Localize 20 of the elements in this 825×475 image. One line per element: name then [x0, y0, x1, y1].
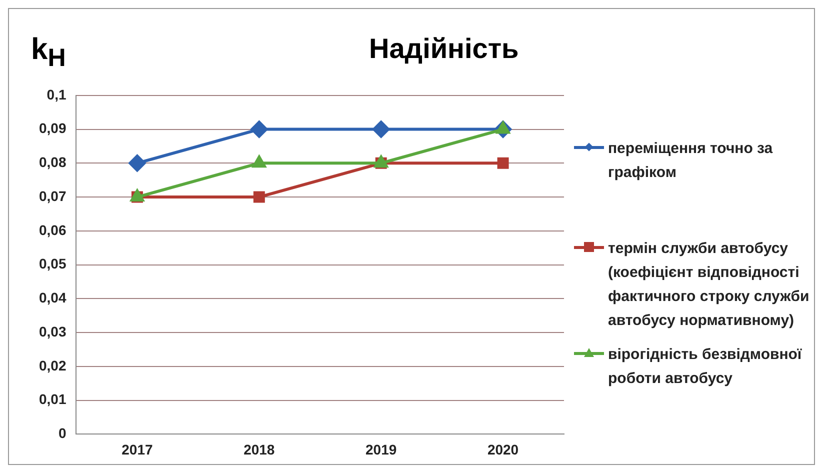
- y-tick-label: 0,01: [39, 391, 66, 408]
- x-tick-label: 2019: [366, 441, 397, 458]
- y-tick-label: 0,02: [39, 357, 66, 374]
- y-axis-title: k$_{Н}$: [31, 33, 66, 73]
- legend-label: термін служби автобусу (коефіцієнт відповідності фактичного строку служби автобусу нормативному): [608, 239, 810, 331]
- legend-label: вірогідність безвідмовної роботи автобусу: [608, 345, 803, 389]
- y-tick-label: 0,09: [39, 120, 66, 136]
- y-tick-label: 0,05: [39, 256, 66, 272]
- y-tick-label: 0,03: [39, 323, 66, 340]
- chart-title: Надійність: [369, 33, 519, 65]
- y-tick-label: 0,1: [46, 86, 66, 102]
- y-tick-label: 0,04: [39, 290, 66, 306]
- y-tick-label: 0,08: [39, 154, 66, 170]
- y-tick-label: 0,07: [39, 188, 66, 204]
- legend-label: переміщення точно за графіком: [608, 139, 774, 183]
- x-tick-label: 2017: [122, 441, 153, 458]
- y-tick-label: 0,06: [39, 222, 66, 238]
- x-tick-label: 2020: [487, 441, 519, 458]
- y-tick-label: 0: [58, 425, 66, 442]
- x-tick-label: 2018: [244, 441, 275, 458]
